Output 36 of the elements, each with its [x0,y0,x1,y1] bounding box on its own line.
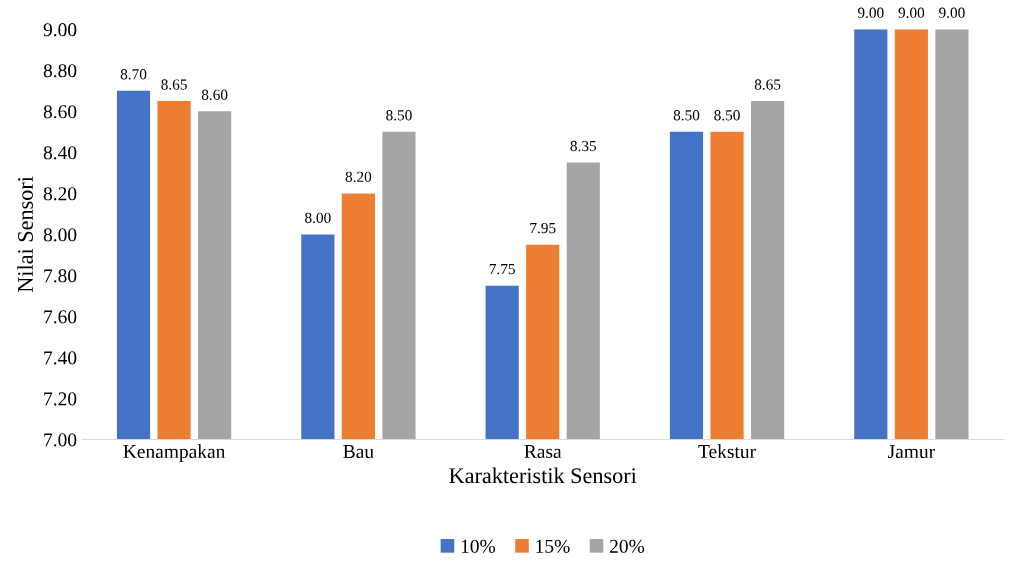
data-label: 8.35 [570,140,597,152]
data-label: 8.50 [714,110,740,121]
x-axis-title: Karakteristik Sensori [449,467,637,484]
x-tick-label: Tekstur [698,444,756,459]
legend-label: 10% [461,539,496,553]
data-label: 9.00 [898,7,925,18]
y-tick-label: 7.00 [44,433,77,447]
y-tick-label: 7.20 [44,392,77,406]
y-tick-label: 7.80 [44,269,77,283]
data-label: 8.65 [754,79,781,90]
data-label: 8.00 [305,212,331,224]
data-label: 8.60 [201,89,228,100]
y-tick-label: 8.60 [43,105,77,119]
y-tick-label: 8.40 [43,146,77,160]
x-tick-label: Rasa [524,445,562,459]
y-tick-label: 8.20 [43,187,77,201]
data-label: 8.50 [386,110,412,121]
y-axis-title: Nilai Sensori [17,176,33,293]
data-label: 8.50 [673,110,700,121]
y-tick-label: 9.00 [43,23,77,37]
legend-label: 15% [536,539,570,553]
x-tick-label: Bau [343,445,374,459]
y-tick-label: 8.00 [43,228,77,242]
data-label: 7.75 [489,264,515,275]
y-tick-label: 7.40 [44,351,77,365]
data-label: 8.20 [345,171,372,183]
x-tick-label: Kenampakan [123,444,226,462]
data-label: 8.70 [120,69,147,80]
legend-label: 20% [610,539,645,553]
data-label: 9.00 [939,7,965,18]
y-tick-label: 8.80 [43,64,77,78]
data-label: 8.65 [161,79,187,90]
x-tick-label: Jamur [888,445,935,459]
y-tick-label: 7.60 [44,310,77,324]
data-label: 9.00 [857,7,884,18]
data-label: 7.95 [530,222,556,234]
